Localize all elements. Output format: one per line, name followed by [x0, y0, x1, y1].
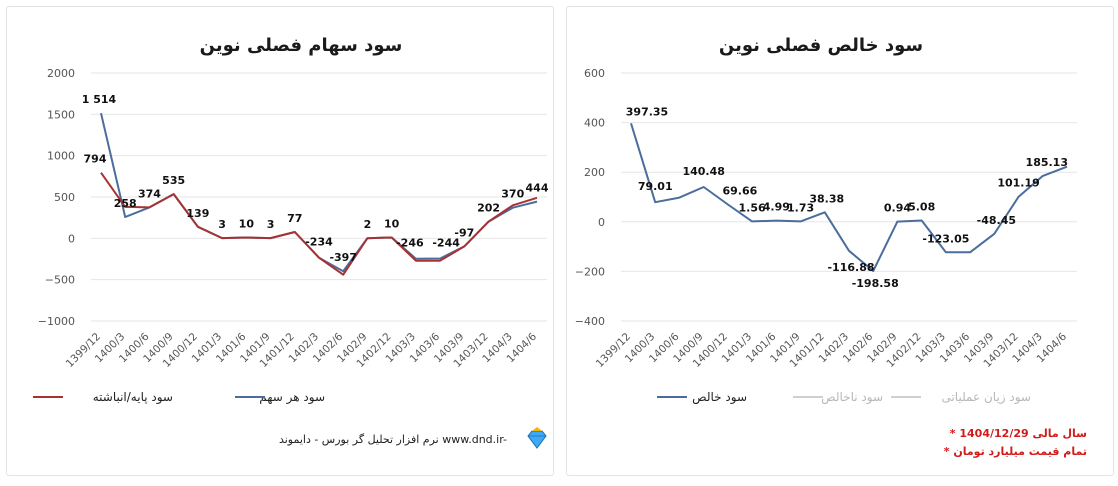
y-tick-label: 1000: [47, 150, 75, 163]
data-label: 77: [287, 212, 302, 225]
data-label: 10: [384, 218, 400, 231]
footer-credit: نرم افزار تحلیل گر بورس - دایموند www.dn…: [279, 433, 507, 446]
data-label: 202: [477, 202, 500, 215]
data-label: 535: [162, 174, 185, 187]
legend-label: سود زیان عملیاتی: [941, 390, 1031, 405]
series-line-0: [630, 123, 1068, 272]
data-label: 1.56: [739, 201, 766, 214]
data-label: -397: [329, 251, 357, 264]
legend-label: سود ناخالص: [821, 390, 883, 405]
y-tick-label: 1500: [47, 108, 75, 121]
data-label: 794: [84, 153, 107, 166]
data-label: 79.01: [638, 180, 673, 193]
y-tick-label: 500: [54, 191, 75, 204]
chart-title: سود سهام فصلی نوین: [200, 35, 403, 56]
legend-item[interactable]: سود پایه/انباشته: [33, 390, 173, 405]
legend-item[interactable]: سود هر سهم: [235, 390, 325, 405]
data-label: 1 514: [82, 93, 117, 106]
data-label: -246: [396, 237, 424, 250]
chart-title: سود خالص فصلی نوین: [719, 35, 923, 56]
y-tick-label: −400: [575, 315, 605, 328]
footnote: * سال مالی 1404/12/29: [950, 427, 1087, 440]
y-tick-label: −500: [45, 274, 75, 287]
data-label: 3: [218, 218, 226, 231]
x-tick-label: 1399/12: [64, 331, 103, 370]
data-label: 397.35: [626, 105, 668, 118]
data-label: -123.05: [922, 232, 969, 245]
y-tick-label: −1000: [38, 315, 75, 328]
data-label: -97: [454, 226, 474, 239]
y-tick-label: 200: [584, 166, 605, 179]
footnote: * تمام قیمت میلیارد تومان: [944, 445, 1087, 458]
y-tick-label: 600: [584, 67, 605, 80]
y-tick-label: 400: [584, 117, 605, 130]
data-label: -234: [305, 236, 333, 249]
data-label: -198.58: [852, 277, 899, 290]
data-label: -116.88: [827, 261, 874, 274]
legend-item[interactable]: سود زیان عملیاتی: [891, 390, 1031, 405]
legend-item[interactable]: سود خالص: [657, 390, 747, 405]
legend-label: سود هر سهم: [259, 390, 325, 405]
x-tick-label: 1399/12: [594, 331, 633, 370]
data-label: 444: [526, 182, 549, 195]
legend-label: سود خالص: [692, 390, 747, 405]
data-label: 258: [114, 197, 137, 210]
eps-chart: سود سهام فصلی نوین 2000 1500 1000 500 0 −500 −1…: [33, 35, 549, 449]
data-label: -48.45: [977, 214, 1016, 227]
data-label: -244: [432, 237, 460, 250]
data-label: 10: [239, 218, 255, 231]
data-label: 4.99: [763, 201, 790, 214]
net-profit-chart-panel: سود خالص فصلی نوین 600 400 200 0 −200 −400 1399…: [566, 6, 1114, 476]
data-label: 1.73: [787, 201, 814, 214]
data-label: 101.19: [997, 177, 1039, 190]
data-label: 5.08: [908, 201, 935, 214]
data-label: 140.48: [682, 165, 724, 178]
data-label: 3: [267, 218, 275, 231]
y-tick-label: 0: [598, 216, 605, 229]
data-label: 0.94: [884, 202, 911, 215]
data-label: 185.13: [1026, 156, 1068, 169]
data-label: 370: [501, 188, 524, 201]
y-tick-label: 2000: [47, 67, 75, 80]
series-line-1: [100, 172, 538, 276]
legend-label: سود پایه/انباشته: [93, 390, 173, 405]
diamond-logo: [527, 427, 547, 449]
data-label: 139: [186, 207, 209, 220]
data-label: 374: [138, 187, 161, 200]
eps-chart-panel: سود سهام فصلی نوین 2000 1500 1000 500 0 −500 −1…: [6, 6, 554, 476]
net-profit-chart: سود خالص فصلی نوین 600 400 200 0 −200 −400 1399…: [575, 35, 1087, 458]
data-label: 2: [364, 218, 372, 231]
y-tick-label: −200: [575, 265, 605, 278]
data-label: 69.66: [722, 185, 757, 198]
data-label: 38.38: [809, 192, 844, 205]
legend-item[interactable]: سود ناخالص: [793, 390, 883, 405]
y-tick-label: 0: [68, 232, 75, 245]
